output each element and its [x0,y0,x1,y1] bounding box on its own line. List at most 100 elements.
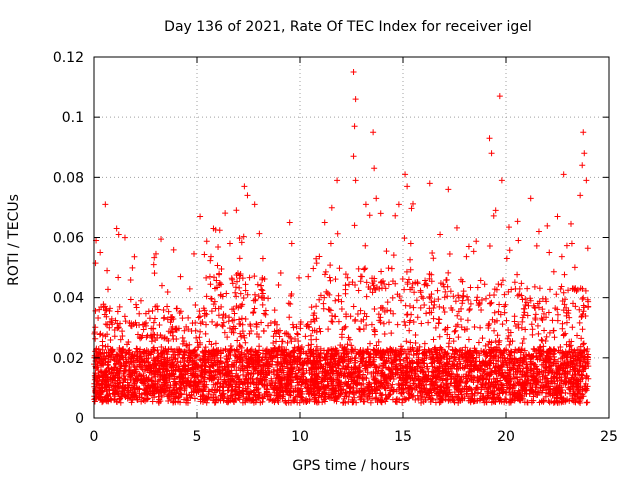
data-point [146,369,153,376]
data-point [287,334,294,341]
data-point [274,397,281,404]
data-point [195,344,202,351]
data-point [383,379,390,386]
data-point [98,356,105,363]
data-point [141,321,148,328]
data-point [275,328,282,335]
data-point [465,397,472,404]
data-point [554,213,561,220]
data-point [286,219,293,226]
data-point [248,370,255,377]
data-point [444,376,451,383]
data-point [579,285,586,292]
data-point [414,280,421,287]
data-point [197,339,204,346]
data-point [507,399,514,406]
data-point [505,385,512,392]
data-point [197,371,204,378]
data-point [386,387,393,394]
data-point [210,346,217,353]
data-point [220,367,227,374]
data-point [229,276,236,283]
data-point [238,315,245,322]
data-point [517,396,524,403]
data-point [151,348,158,355]
data-point [509,338,516,345]
data-point [236,316,243,323]
data-point [539,379,546,386]
data-point [117,399,124,406]
data-point [564,350,571,357]
data-point [517,381,524,388]
data-point [388,330,395,337]
data-point [521,370,528,377]
data-point [267,319,274,326]
data-point [335,292,342,299]
data-point [373,195,380,202]
data-point [115,231,122,238]
data-point [152,358,159,365]
data-point [280,369,287,376]
data-point [425,319,432,326]
data-point [406,351,413,358]
data-point [426,392,433,399]
data-point [437,231,444,238]
data-point [239,328,246,335]
data-point [371,306,378,313]
data-point [528,321,535,328]
data-point [239,321,246,328]
data-point [96,331,103,338]
data-point [313,303,320,310]
data-point [287,392,294,399]
data-point [442,326,449,333]
data-point [466,305,473,312]
data-point [532,315,539,322]
data-point [464,359,471,366]
data-point [151,315,158,322]
data-point [564,356,571,363]
data-point [370,354,377,361]
data-point [461,395,468,402]
data-point [105,353,112,360]
data-point [486,395,493,402]
data-point [237,343,244,350]
data-point [580,294,587,301]
data-point [467,284,474,291]
data-point [507,391,514,398]
data-point [271,328,278,335]
data-point [395,201,402,208]
data-point [468,386,475,393]
data-point [150,325,157,332]
data-point [505,379,512,386]
data-point [156,322,163,329]
data-point [244,192,251,199]
data-point [442,288,449,295]
data-point [505,326,512,333]
data-point [562,374,569,381]
data-point [191,379,198,386]
data-point [377,382,384,389]
data-point [352,281,359,288]
data-point [293,323,300,330]
data-point [411,289,418,296]
data-point [530,397,537,404]
data-point [569,324,576,331]
data-point [134,357,141,364]
data-point [506,247,513,254]
data-point [569,285,576,292]
data-point [539,306,546,313]
data-point [519,340,526,347]
data-point [385,265,392,272]
data-point [375,338,382,345]
data-point [302,333,309,340]
data-point [256,343,263,350]
data-point [121,389,128,396]
data-point [488,150,495,157]
data-point [325,347,332,354]
data-point [277,269,284,276]
data-point [371,387,378,394]
data-point [235,304,242,311]
data-point [487,365,494,372]
data-point [205,388,212,395]
data-point [490,212,497,219]
